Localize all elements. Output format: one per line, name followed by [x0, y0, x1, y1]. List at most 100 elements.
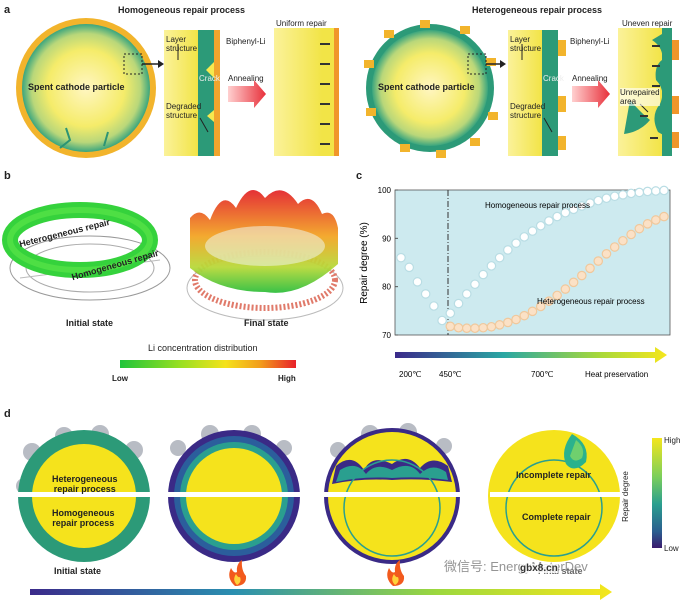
uniform-repair-section: [274, 28, 339, 156]
heterogeneous-point: [486, 321, 497, 332]
homogeneous-repair-process-label: Homogeneous repair process: [52, 508, 115, 528]
arrow-label-200: 200℃: [399, 370, 421, 379]
heterogeneous-point: [527, 306, 538, 317]
repair-colorbar: [652, 438, 662, 548]
homogeneous-point: [519, 232, 530, 242]
homogeneous-point: [437, 315, 447, 326]
heterogeneous-point: [626, 229, 636, 240]
heterogeneous-point: [535, 301, 546, 312]
homogeneous-point: [552, 211, 562, 222]
homogeneous-point: [593, 195, 604, 206]
final-state-label-d: Final state: [538, 566, 583, 576]
homogeneous-point: [634, 187, 645, 198]
uniform-repair-label: Uniform repair: [276, 19, 327, 28]
panel-label-a: a: [4, 4, 11, 16]
heterogeneous-point: [650, 215, 661, 225]
repair-colorbar-high: High: [664, 436, 681, 445]
homogeneous-point: [535, 220, 546, 231]
divider-line: [0, 492, 480, 497]
flame-icon-1: [229, 560, 247, 586]
uneven-repair-label: Uneven repair: [622, 19, 673, 28]
complete-repair-label: Complete repair: [522, 512, 591, 522]
biphenyl-li-label-left: Biphenyl-Li: [226, 37, 266, 46]
heterogeneous-point: [503, 317, 513, 328]
heterogeneous-point: [544, 296, 554, 306]
annealing-arrow-left: [228, 80, 266, 108]
particle-label-left: Spent cathode particle: [28, 82, 125, 92]
repair-degree-chart: Repair degree (%) 100 90 80 70 Homogeneous …: [359, 185, 671, 379]
heterogeneous-point: [577, 270, 587, 281]
heterogeneous-point: [519, 310, 530, 321]
panel-label-d: d: [4, 408, 11, 420]
heterogeneous-title: Heterogeneous repair process: [472, 5, 603, 15]
repair-colorbar-low: Low: [664, 544, 679, 553]
heterogeneous-point: [609, 242, 620, 252]
crack-label-right: Crack: [543, 74, 564, 83]
li-colorbar-title: Li concentration distribution: [148, 343, 258, 353]
heterogeneous-point: [593, 256, 604, 266]
homogeneous-point: [642, 186, 653, 197]
panel-b-illustration: [2, 190, 344, 368]
homogeneous-point: [478, 269, 488, 280]
particle-label-right: Spent cathode particle: [378, 82, 475, 92]
heterogeneous-point: [560, 284, 571, 294]
initial-state-label-d: Initial state: [54, 566, 102, 576]
homogeneous-point: [527, 226, 538, 236]
homogeneous-point: [494, 252, 505, 263]
homogeneous-point: [560, 207, 571, 218]
y-tick-label: 90: [382, 234, 391, 243]
heterogeneous-point: [461, 323, 472, 334]
heterogeneous-repair-process-label: Heterogeneous repair process: [52, 474, 118, 494]
heterogeneous-cross-section: [508, 30, 566, 156]
degraded-structure-label-left: Degraded structure: [166, 102, 202, 120]
initial-state-label-b: Initial state: [66, 318, 114, 328]
layer-structure-label-right: Layer structure: [510, 35, 542, 53]
heterogeneous-point: [642, 219, 653, 229]
panel-a-illustration: [16, 18, 679, 158]
homogeneous-point: [396, 252, 406, 263]
y-tick-label: 100: [378, 186, 392, 195]
heterogeneous-particle: [364, 20, 498, 158]
degraded-structure-label-right: Degraded structure: [510, 102, 546, 120]
heterogeneous-point: [568, 277, 579, 288]
homogeneous-point: [445, 308, 456, 319]
process-arrow: [30, 584, 612, 600]
temperature-arrow: [395, 347, 667, 363]
heterogeneous-point: [585, 263, 595, 274]
homogeneous-point: [511, 238, 521, 248]
homogeneous-point: [626, 188, 636, 199]
homogeneous-point: [503, 245, 513, 255]
homogeneous-point: [659, 185, 669, 196]
homogeneous-point: [544, 216, 554, 226]
homogeneous-point: [453, 298, 464, 309]
li-colorbar-low: Low: [112, 374, 128, 383]
homogeneous-point: [601, 193, 612, 204]
arrow-label-heat: Heat preservation: [585, 370, 648, 379]
heterogeneous-point: [634, 223, 645, 234]
repair-colorbar-title: Repair degree: [620, 471, 630, 522]
arrow-label-450: 450℃: [439, 370, 461, 379]
annealing-arrow-right: [572, 80, 610, 108]
biphenyl-li-label-right: Biphenyl-Li: [570, 37, 610, 46]
homogeneous-point: [470, 279, 480, 290]
y-axis-label: Repair degree (%): [359, 222, 370, 304]
homogeneous-title: Homogeneous repair process: [118, 5, 246, 15]
panel-label-c: c: [356, 170, 363, 182]
heterogeneous-point: [618, 235, 628, 246]
homogeneous-cross-section: [164, 30, 220, 156]
heterogeneous-point: [511, 314, 521, 325]
crack-label-left: Crack: [199, 74, 220, 83]
homogeneous-point: [429, 301, 439, 311]
heterogeneous-point: [659, 211, 669, 222]
heterogeneous-point: [552, 290, 562, 301]
incomplete-repair-label: Incomplete repair: [516, 470, 592, 480]
homogeneous-point: [650, 186, 661, 196]
homogeneous-point: [412, 277, 423, 287]
li-colorbar: [120, 360, 296, 368]
unrepaired-area-label: Unrepaired area: [620, 88, 660, 106]
homogeneous-point: [420, 289, 431, 299]
homogeneous-point: [486, 261, 497, 271]
homogeneous-point: [568, 204, 579, 215]
homogeneous-particle: [16, 18, 156, 158]
homogeneous-point: [577, 201, 587, 211]
